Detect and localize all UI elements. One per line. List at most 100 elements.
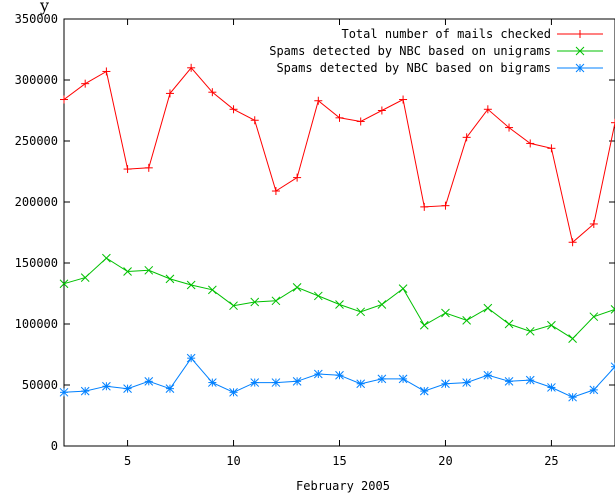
data-point-stroke xyxy=(610,308,615,314)
series-line xyxy=(63,257,615,340)
data-point xyxy=(610,305,615,314)
data-point xyxy=(165,384,175,394)
data-point xyxy=(187,63,196,72)
x-tick-label: 15 xyxy=(332,454,346,468)
data-point-stroke xyxy=(462,315,472,325)
chart-title-fragment: y xyxy=(39,0,49,15)
legend-label: Total number of mails checked xyxy=(341,27,551,41)
data-point-stroke xyxy=(207,378,217,387)
data-point xyxy=(60,95,68,104)
legend-entry: Total number of mails checked xyxy=(341,27,603,41)
data-point xyxy=(123,267,132,276)
data-point-stroke xyxy=(59,279,69,289)
series-2 xyxy=(59,253,615,343)
data-point xyxy=(589,312,599,322)
data-point xyxy=(271,296,281,306)
data-point-stroke xyxy=(504,319,514,329)
data-point-stroke xyxy=(102,381,111,391)
data-point-stroke xyxy=(144,376,154,386)
data-point xyxy=(441,308,450,318)
data-point xyxy=(419,320,429,330)
legend: Total number of mails checked Spams detec… xyxy=(269,27,603,75)
data-point xyxy=(123,165,132,174)
data-point xyxy=(377,374,387,384)
data-point xyxy=(123,384,132,394)
data-point xyxy=(335,300,344,309)
data-point xyxy=(356,307,366,317)
data-point-stroke xyxy=(377,374,387,384)
data-point xyxy=(504,376,514,386)
data-point-stroke xyxy=(335,300,344,309)
data-point-stroke xyxy=(462,378,472,387)
data-point xyxy=(589,219,598,228)
series-3 xyxy=(59,353,615,402)
data-point-stroke xyxy=(80,386,90,396)
data-point xyxy=(229,387,238,397)
data-point xyxy=(271,378,281,387)
data-point-stroke xyxy=(335,370,344,380)
data-point-stroke xyxy=(271,296,281,306)
legend-entry: Spams detected by NBC based on bigrams xyxy=(276,61,603,75)
data-point xyxy=(525,375,535,385)
data-point-stroke xyxy=(102,253,111,263)
x-tick-label: 20 xyxy=(438,454,452,468)
data-point-stroke xyxy=(207,285,217,295)
data-point xyxy=(335,370,344,380)
data-point xyxy=(526,139,535,148)
data-point xyxy=(207,378,217,387)
data-point-stroke xyxy=(589,312,599,322)
legend-label: Spams detected by NBC based on bigrams xyxy=(276,61,551,75)
data-point xyxy=(483,105,492,114)
data-point-stroke xyxy=(589,385,599,395)
data-point xyxy=(229,105,238,114)
y-tick-label: 50000 xyxy=(22,378,58,392)
data-point-stroke xyxy=(547,383,556,392)
data-point-stroke xyxy=(575,46,585,56)
data-point-stroke xyxy=(313,291,323,301)
data-point xyxy=(377,106,386,115)
data-point-stroke xyxy=(186,280,196,290)
data-point xyxy=(186,353,196,363)
data-point xyxy=(80,273,90,282)
y-tick-label: 300000 xyxy=(15,73,58,87)
x-tick-label: 25 xyxy=(544,454,558,468)
data-point xyxy=(356,379,366,389)
data-point-stroke xyxy=(250,297,260,307)
data-point xyxy=(313,291,323,301)
data-point-stroke xyxy=(229,301,238,311)
data-point-stroke xyxy=(250,378,260,387)
data-point xyxy=(250,116,259,125)
data-point xyxy=(207,285,217,295)
data-point-stroke xyxy=(123,267,132,276)
data-point-stroke xyxy=(271,378,281,387)
data-point-stroke xyxy=(292,376,302,386)
data-point xyxy=(102,381,111,391)
data-point xyxy=(420,202,429,211)
data-point xyxy=(102,253,111,263)
data-point-stroke xyxy=(610,362,615,368)
data-point xyxy=(462,315,472,325)
data-point xyxy=(186,280,196,290)
x-tick-label: 10 xyxy=(226,454,240,468)
data-point xyxy=(314,96,323,105)
data-point xyxy=(399,95,408,104)
data-point xyxy=(589,385,599,395)
data-point-stroke xyxy=(568,334,577,343)
data-point-stroke xyxy=(144,265,154,275)
data-point xyxy=(547,144,556,153)
y-tick-label: 100000 xyxy=(15,317,58,331)
axes: 0 50000 100000 150000 200000 250000 300000 3500… xyxy=(15,12,615,468)
data-point-stroke xyxy=(610,305,615,311)
data-point-stroke xyxy=(398,284,408,293)
data-point-stroke xyxy=(441,308,450,318)
data-point xyxy=(441,201,450,210)
data-point-stroke xyxy=(419,320,429,330)
data-point-stroke xyxy=(398,374,408,384)
data-point-stroke xyxy=(419,386,429,396)
y-tick-label: 250000 xyxy=(15,134,58,148)
data-point-stroke xyxy=(356,307,366,317)
y-tick-label: 350000 xyxy=(15,12,58,26)
data-point xyxy=(102,67,111,76)
